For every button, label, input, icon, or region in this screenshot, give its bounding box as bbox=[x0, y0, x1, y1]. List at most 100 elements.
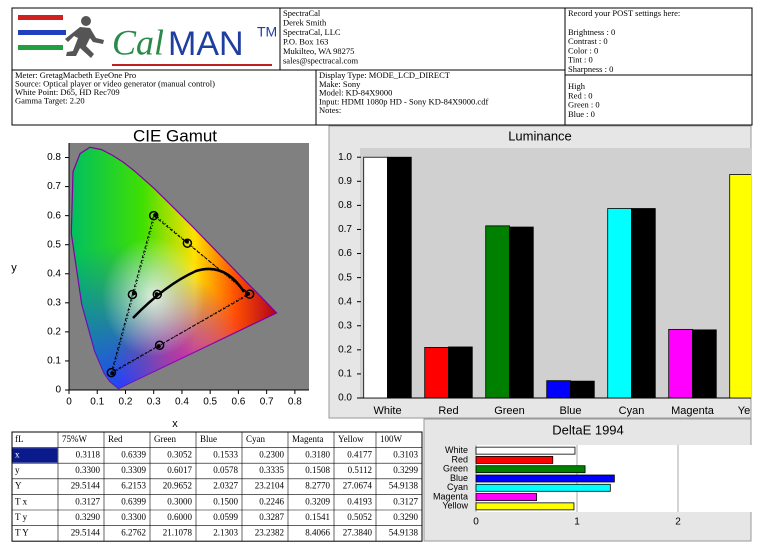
table-cell: 0.3127 bbox=[393, 496, 418, 506]
table-cell: T x bbox=[15, 496, 28, 506]
table-cell: 0.1508 bbox=[305, 465, 330, 475]
settings-line: Tint : 0 bbox=[568, 55, 593, 65]
y-tick-label: 0.1 bbox=[338, 369, 352, 380]
bar bbox=[729, 174, 751, 399]
table-cell: 0.5112 bbox=[348, 465, 372, 475]
contact-line: sales@spectracal.com bbox=[283, 55, 358, 65]
table-cell: Y bbox=[15, 481, 22, 491]
table-cell: 0.1500 bbox=[213, 496, 238, 506]
logo-runner bbox=[65, 16, 104, 58]
bar bbox=[546, 380, 571, 399]
table-cell: 54.9138 bbox=[389, 481, 419, 491]
x-tick-label: 0 bbox=[473, 517, 479, 528]
y-tick-label: 0.7 bbox=[47, 181, 61, 192]
table-cell: 0.3118 bbox=[76, 449, 101, 459]
table-cell: 23.2382 bbox=[255, 527, 284, 537]
target-point bbox=[106, 367, 117, 378]
measured-point bbox=[110, 371, 115, 376]
bar bbox=[668, 328, 693, 399]
measured-point bbox=[156, 344, 161, 349]
contact-line: SpectraCal bbox=[283, 8, 321, 18]
y-tick-label: 0 bbox=[55, 385, 61, 396]
y-tick-label: 0.6 bbox=[338, 248, 352, 259]
measured-point bbox=[154, 292, 159, 297]
measured-point bbox=[245, 291, 250, 296]
planckian-locus bbox=[132, 267, 246, 319]
table-cell: 0.3300 bbox=[75, 465, 100, 475]
display-line: Display Type: MODE_LCD_DIRECT bbox=[319, 70, 451, 80]
logo-bar bbox=[18, 15, 63, 20]
bar bbox=[387, 156, 412, 399]
table-cell: T y bbox=[15, 512, 28, 522]
high-line: Blue : 0 bbox=[568, 109, 595, 119]
x-axis-label: x bbox=[172, 418, 178, 430]
table-cell: 2.1303 bbox=[213, 527, 238, 537]
y-tick-label: 0.2 bbox=[47, 327, 61, 338]
display-line: Notes: bbox=[319, 105, 341, 115]
table-cell: 0.4177 bbox=[347, 449, 372, 459]
y-tick-label: 0.7 bbox=[338, 224, 352, 235]
x-tick-label: Red bbox=[438, 405, 458, 417]
target-point bbox=[152, 289, 163, 300]
display-line: Input: HDMI 1080p HD - Sony KD-84X9000.c… bbox=[319, 96, 488, 106]
display-box bbox=[315, 69, 566, 126]
y-tick-label: 0.8 bbox=[47, 152, 61, 163]
gamut-triangle bbox=[111, 214, 249, 375]
y-tick-label: White bbox=[445, 445, 468, 455]
table-cell: x bbox=[15, 449, 20, 459]
high-line: High bbox=[568, 81, 586, 91]
luminance-chart: Luminance 0.0 0.1 0.2 0.3 0.4 0.5 0.6 0.7 0.8 0.9 1… bbox=[338, 128, 760, 417]
y-tick-label: 0.2 bbox=[338, 344, 352, 355]
contact-line: P.O. Box 163 bbox=[283, 36, 328, 46]
table-cell: 6.2153 bbox=[121, 481, 146, 491]
logo: Cal MAN TM bbox=[18, 15, 277, 66]
y-tick-label: 0.4 bbox=[338, 296, 352, 307]
table-cell: 0.3209 bbox=[305, 496, 330, 506]
table-cell: 2.0327 bbox=[213, 481, 238, 491]
table-cell: 20.9652 bbox=[163, 481, 192, 491]
table-cell: 0.3103 bbox=[393, 449, 418, 459]
table-cell: 0.2246 bbox=[259, 496, 284, 506]
y-tick-label: Blue bbox=[450, 473, 468, 483]
table-cell: 0.3335 bbox=[259, 465, 284, 475]
table-cell: 0.3287 bbox=[259, 512, 284, 522]
data-table: fL 75%W Red Green Blue Cyan Magenta Yellow 100W x… bbox=[11, 431, 423, 542]
table-header: Magenta bbox=[292, 434, 324, 444]
table-header: fL bbox=[15, 434, 24, 444]
y-tick-label: 0.1 bbox=[47, 356, 61, 367]
chart-title: DeltaE 1994 bbox=[552, 422, 624, 437]
high-line: Red : 0 bbox=[568, 90, 593, 100]
y-tick-label: 1.0 bbox=[338, 152, 352, 163]
meter-line: White Point: D65, HD Rec709 bbox=[15, 87, 120, 97]
table-cell: 0.6017 bbox=[167, 465, 192, 475]
table-header: Yellow bbox=[338, 434, 364, 444]
logo-tm: TM bbox=[257, 24, 277, 40]
table-cell: 0.3290 bbox=[393, 512, 418, 522]
table-cell: 27.3840 bbox=[343, 527, 373, 537]
x-tick-label: Yellow bbox=[738, 405, 760, 417]
bar bbox=[692, 329, 717, 399]
y-tick-label: 0.0 bbox=[338, 393, 352, 404]
table-cell: 8.4066 bbox=[305, 527, 330, 537]
table-cell: 23.2104 bbox=[255, 481, 285, 491]
contact-line: Derek Smith bbox=[283, 17, 327, 27]
x-tick-label: Magenta bbox=[671, 405, 715, 417]
y-tick-label: Yellow bbox=[442, 501, 468, 511]
logo-text: Cal bbox=[112, 22, 164, 62]
table-header: 100W bbox=[380, 434, 403, 444]
display-line: Model: KD-84X9000 bbox=[319, 88, 392, 98]
table-header: Cyan bbox=[246, 434, 265, 444]
y-tick-label: 0.4 bbox=[47, 268, 61, 279]
table-cell: 29.5144 bbox=[71, 527, 101, 537]
bar bbox=[475, 474, 615, 483]
x-tick-label: 0.7 bbox=[260, 397, 274, 408]
table-cell: 0.0578 bbox=[213, 465, 238, 475]
measured-point bbox=[153, 213, 158, 218]
table-cell: 0.3309 bbox=[121, 465, 146, 475]
y-tick-label: 0.8 bbox=[338, 200, 352, 211]
table-cell: 0.3000 bbox=[167, 496, 192, 506]
table-cell: 0.3299 bbox=[393, 465, 418, 475]
table-cell: 0.6000 bbox=[167, 512, 192, 522]
table-cell: 0.3052 bbox=[167, 449, 192, 459]
bar bbox=[631, 208, 656, 399]
